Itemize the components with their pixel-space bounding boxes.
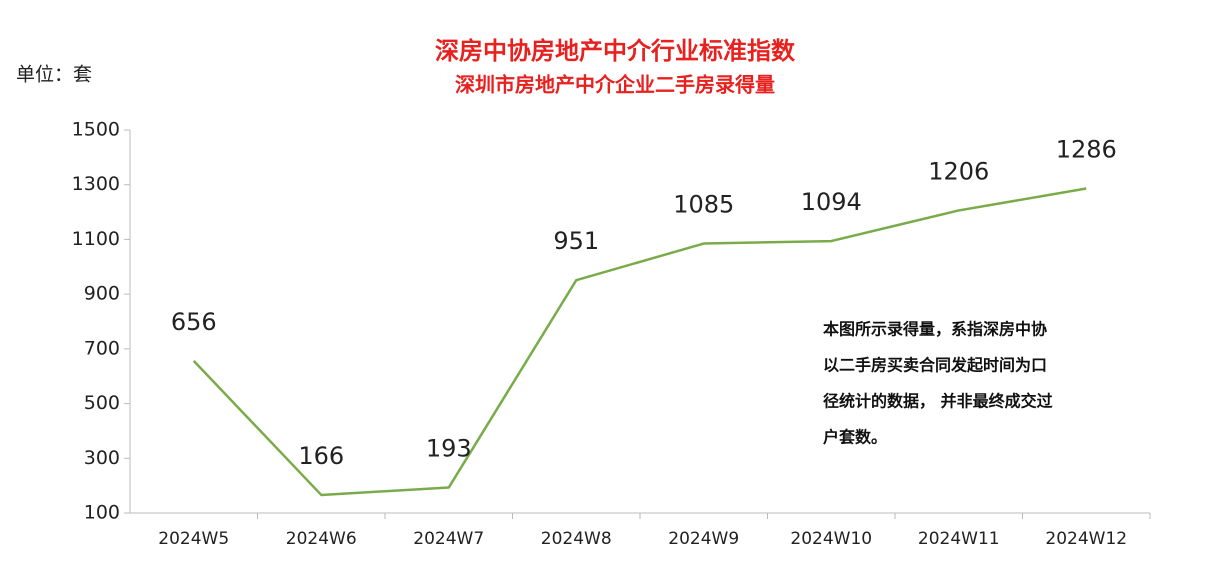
x-tick-label: 2024W9 xyxy=(668,529,739,549)
line xyxy=(192,187,1087,497)
data-label: 1286 xyxy=(1056,136,1117,164)
annotation-line: 以二手房买卖合同发起时间为口 xyxy=(823,356,1047,375)
x-tick-label: 2024W6 xyxy=(286,529,357,549)
x-tick-label: 2024W8 xyxy=(541,529,612,549)
data-label: 1094 xyxy=(801,188,862,216)
data-label: 166 xyxy=(298,442,344,470)
x-tick-label: 2024W11 xyxy=(918,529,1000,549)
x-tick-label: 2024W10 xyxy=(790,529,872,549)
chart-title: 深房中协房地产中介行业标准指数 xyxy=(435,37,796,65)
y-tick-label: 1500 xyxy=(72,119,120,141)
annotation-line: 径统计的数据， 并非最终成交过 xyxy=(823,392,1053,411)
data-label: 656 xyxy=(171,308,217,336)
data-label: 193 xyxy=(426,435,472,463)
y-tick-label: 900 xyxy=(84,283,120,305)
annotation-line: 户套数。 xyxy=(823,428,887,447)
y-tick-label: 1300 xyxy=(72,173,120,195)
annotation-line: 本图所示录得量，系指深房中协 xyxy=(823,320,1047,339)
chart-subtitle: 深圳市房地产中介企业二手房录得量 xyxy=(455,73,775,97)
y-tick-label: 100 xyxy=(84,502,120,524)
x-tick-label: 2024W12 xyxy=(1045,529,1127,549)
x-tick-label: 2024W7 xyxy=(413,529,484,549)
y-tick-label: 700 xyxy=(84,337,120,359)
x-tick-label: 2024W5 xyxy=(158,529,229,549)
y-tick-label: 1100 xyxy=(72,228,120,250)
y-tick-label: 500 xyxy=(84,392,120,414)
data-label: 1206 xyxy=(928,157,989,185)
y-tick-label: 300 xyxy=(84,447,120,469)
data-label: 1085 xyxy=(673,191,734,219)
unit-label: 单位：套 xyxy=(16,64,92,86)
data-label: 951 xyxy=(553,227,599,255)
